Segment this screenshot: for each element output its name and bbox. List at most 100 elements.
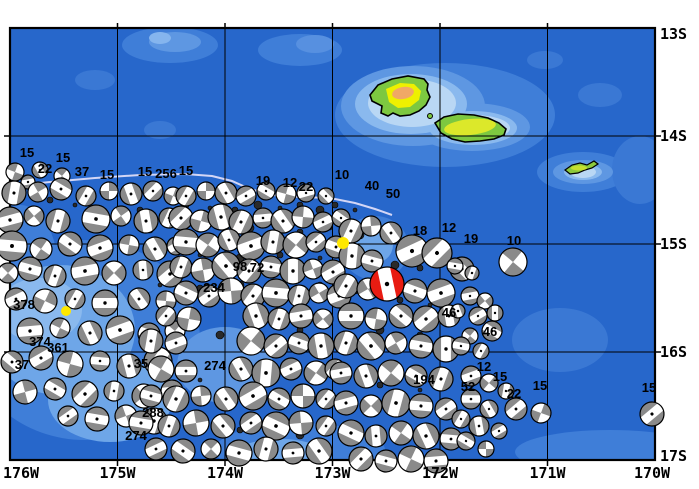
beachball	[260, 229, 286, 255]
beachball	[173, 280, 199, 306]
beachball	[236, 326, 266, 356]
beachball	[116, 353, 142, 379]
beachball	[305, 437, 333, 465]
beachball	[1, 180, 27, 206]
beachball	[490, 422, 508, 440]
beachball	[261, 278, 291, 308]
beachball	[0, 350, 24, 374]
depth-label: 46	[483, 324, 497, 339]
lon-axis-label: 172W	[422, 464, 459, 482]
beachball	[32, 288, 58, 314]
beachball	[12, 379, 38, 405]
beachball	[29, 237, 53, 261]
beachball	[91, 289, 119, 317]
beachball	[253, 436, 279, 462]
beachball	[451, 409, 471, 429]
small-mechanism	[46, 196, 54, 204]
station-dots-layer	[61, 237, 349, 316]
beachball	[162, 385, 190, 413]
beachball	[337, 419, 365, 447]
beachball	[308, 282, 330, 304]
beachball	[279, 257, 307, 285]
beachball	[240, 283, 266, 309]
beachball	[210, 413, 236, 439]
island-tutuila-ridge	[571, 165, 587, 171]
beachball	[404, 364, 428, 388]
lat-axis-label: 15S	[660, 235, 687, 253]
depth-label: 12	[477, 359, 491, 374]
beachball	[530, 402, 552, 424]
beachball	[170, 438, 196, 464]
beachball	[360, 249, 384, 273]
lon-axis-label: 174W	[207, 464, 244, 482]
beachball	[23, 205, 45, 227]
beachball	[228, 356, 254, 382]
small-mechanism	[197, 377, 203, 383]
beachball	[157, 414, 181, 438]
beachball	[315, 415, 337, 437]
beachball	[468, 306, 488, 326]
beachball	[86, 234, 114, 262]
small-mechanism	[417, 387, 423, 393]
axis-labels-layer: 176W 175W 174W 173W 172W 171W 170W 13S 14S 15S 16S…	[3, 25, 687, 482]
beachball	[312, 211, 334, 233]
beachball	[238, 381, 268, 411]
beachball	[64, 288, 86, 310]
beachball	[460, 286, 480, 306]
beachball	[275, 183, 297, 205]
beachball	[214, 181, 238, 205]
depth-label: 50	[386, 186, 400, 201]
beachball	[43, 264, 67, 288]
beachball-layer	[0, 161, 665, 474]
beachball	[460, 388, 482, 410]
beachball	[103, 380, 125, 402]
beachball	[333, 273, 359, 299]
beachball	[312, 308, 334, 330]
depth-label: 37	[15, 357, 29, 372]
beachball	[426, 278, 456, 308]
beachball	[164, 331, 188, 355]
island-manono	[427, 113, 433, 119]
beachball	[281, 441, 305, 465]
beachball	[353, 363, 379, 389]
beachball	[168, 205, 194, 231]
beachball	[101, 260, 127, 286]
beachball	[456, 431, 476, 451]
beachball	[263, 333, 289, 359]
lat-axis-label: 13S	[660, 25, 687, 43]
small-mechanism	[215, 330, 225, 340]
beachball	[182, 409, 210, 437]
beachball	[213, 386, 239, 412]
main-event-beachball	[369, 266, 405, 302]
beachball	[305, 231, 327, 253]
depth-label: 22	[507, 386, 521, 401]
beachball	[333, 390, 359, 416]
beachball	[27, 181, 49, 203]
beachball	[395, 234, 429, 268]
beachball	[303, 360, 329, 386]
beachball	[498, 247, 528, 277]
depth-label: 10	[335, 167, 349, 182]
beachball	[464, 265, 480, 281]
beachball	[384, 331, 408, 355]
lon-axis-label: 173W	[314, 464, 351, 482]
beachball	[261, 411, 291, 441]
beachball	[374, 449, 398, 473]
depth-label: 12	[442, 220, 456, 235]
depth-label: 374	[29, 334, 51, 349]
beachball	[337, 302, 365, 330]
beachball	[147, 355, 175, 383]
lat-axis-label: 14S	[660, 127, 687, 145]
beachball	[251, 358, 281, 388]
beachball	[175, 185, 197, 207]
lat-axis-label: 16S	[660, 343, 687, 361]
beachball	[451, 336, 471, 356]
beachball	[282, 231, 310, 259]
depth-label: 72	[250, 260, 264, 275]
beachball	[287, 331, 311, 355]
beachball	[302, 258, 324, 280]
small-mechanism	[331, 201, 339, 209]
beachball	[472, 342, 490, 360]
